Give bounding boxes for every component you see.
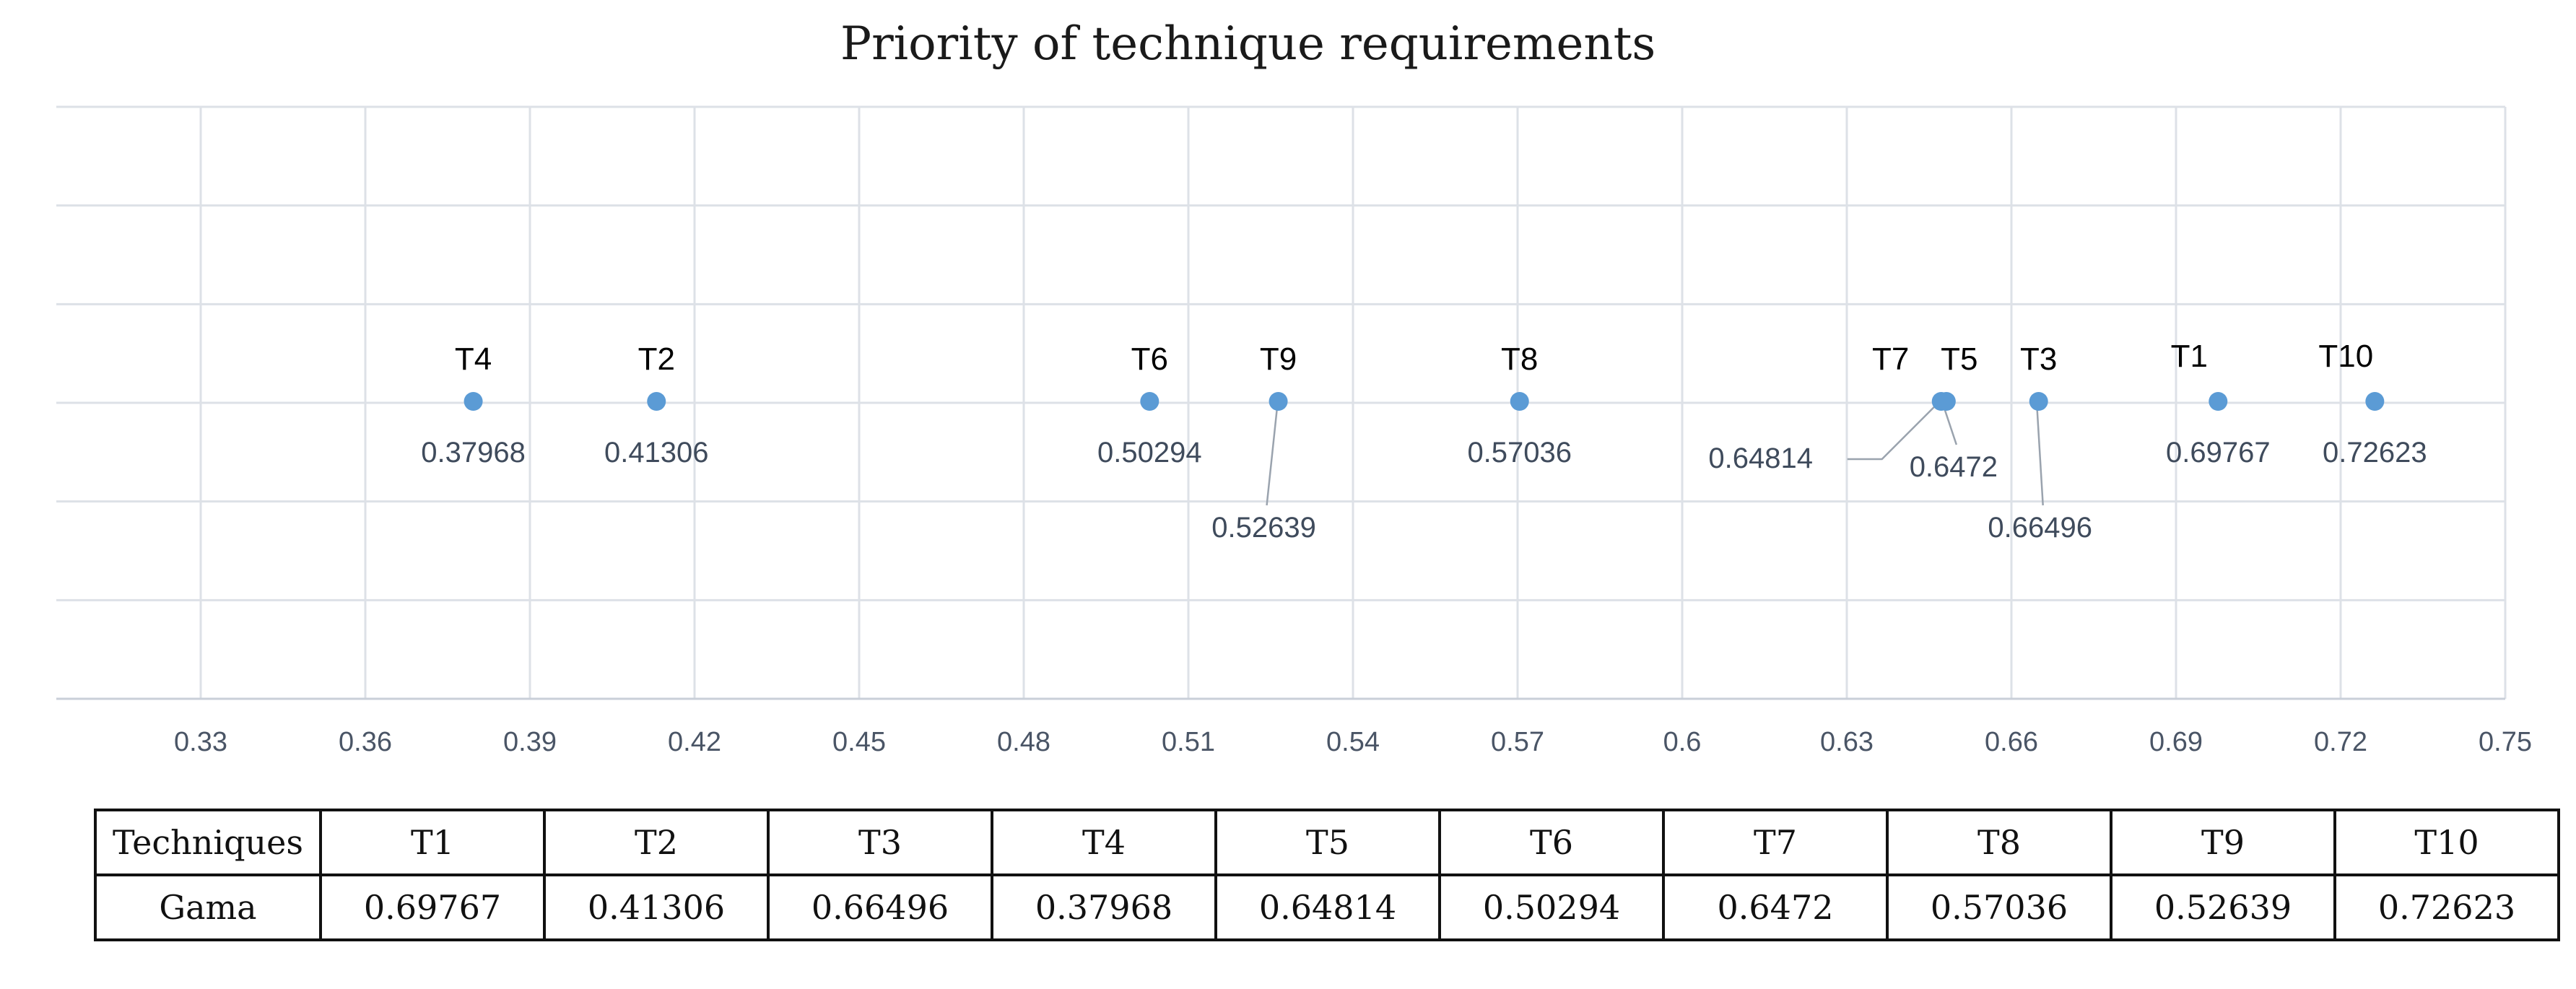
point-names: T4 T2 T6 T9 T8 T7 T5 T3 T1 T10: [455, 339, 2373, 377]
x-tick-label: 0.48: [997, 727, 1050, 757]
x-tick-label: 0.66: [1985, 727, 2038, 757]
x-tick-label: 0.6: [1663, 727, 1702, 757]
table-cell: 0.72623: [2333, 873, 2560, 941]
value-labels: 0.37968 0.41306 0.50294 0.52639 0.57036 0.648…: [421, 437, 2427, 544]
leader-line: [1266, 409, 1278, 506]
x-tick-label: 0.63: [1820, 727, 1874, 757]
data-point-t8: [1510, 392, 1529, 411]
table-cell: T2: [543, 809, 770, 876]
table-cell: 0.50294: [1438, 873, 1665, 941]
data-point-t1: [2209, 392, 2228, 411]
x-tick-label: 0.72: [2314, 727, 2367, 757]
x-tick-label: 0.75: [2479, 727, 2532, 757]
data-value-label: 0.37968: [421, 437, 526, 469]
leader-line: [1944, 409, 1958, 445]
x-axis-ticks: 0.33 0.36 0.39 0.42 0.45 0.48 0.51 0.54 0.57 0.6 0…: [174, 727, 2532, 757]
point-name-label: T8: [1501, 341, 1538, 377]
table-cell: 0.37968: [991, 873, 1217, 941]
table-cell: 0.64814: [1214, 873, 1441, 941]
table-cell: 0.57036: [1886, 873, 2112, 941]
data-table: Techniques T1 T2 T3 T4 T5 T6 T7 T8 T9 T1…: [94, 809, 2560, 941]
scatter-chart: Priority of technique requirements 0.33 0…: [56, 17, 2532, 757]
data-points: [464, 392, 2385, 411]
leader-line: [2036, 409, 2044, 506]
row-header-techniques: Techniques: [94, 809, 322, 876]
x-tick-label: 0.69: [2149, 727, 2203, 757]
table-cell: T10: [2333, 809, 2560, 876]
x-tick-label: 0.33: [174, 727, 227, 757]
x-tick-label: 0.45: [832, 727, 886, 757]
data-point-t10: [2365, 392, 2385, 411]
table-cell: T3: [767, 809, 993, 876]
table-cell: 0.52639: [2110, 873, 2336, 941]
x-tick-label: 0.42: [668, 727, 721, 757]
point-name-label: T4: [455, 341, 492, 377]
data-value-label: 0.6472: [1910, 451, 1998, 483]
table-cell: T8: [1886, 809, 2112, 876]
point-name-label: T3: [2020, 341, 2057, 377]
data-value-label: 0.50294: [1097, 437, 1202, 469]
table-cell: T5: [1214, 809, 1441, 876]
data-value-label: 0.64814: [1708, 443, 1813, 474]
x-tick-label: 0.54: [1326, 727, 1380, 757]
point-name-label: T9: [1260, 341, 1297, 377]
data-point-t4: [464, 392, 483, 411]
data-point-t6: [1140, 392, 1159, 411]
table-cell: T1: [319, 809, 546, 876]
point-name-label: T2: [638, 341, 675, 377]
table-cell: 0.66496: [767, 873, 993, 941]
table-cell: T7: [1662, 809, 1889, 876]
point-name-label: T5: [1941, 341, 1977, 377]
data-value-label: 0.41306: [604, 437, 709, 469]
row-header-gama: Gama: [94, 873, 322, 941]
data-value-label: 0.72623: [2323, 437, 2427, 469]
table-row-techniques: Techniques T1 T2 T3 T4 T5 T6 T7 T8 T9 T1…: [94, 809, 2560, 876]
leader-line: [1847, 405, 1936, 461]
table-cell: 0.69767: [319, 873, 546, 941]
x-tick-label: 0.57: [1491, 727, 1544, 757]
data-value-label: 0.69767: [2166, 437, 2271, 469]
point-name-label: T1: [2171, 339, 2208, 374]
x-tick-label: 0.51: [1162, 727, 1215, 757]
data-point-t5: [1936, 392, 1956, 411]
table-row-gama: Gama 0.69767 0.41306 0.66496 0.37968 0.6…: [94, 873, 2560, 941]
data-value-label: 0.57036: [1467, 437, 1572, 469]
data-point-t3: [2029, 392, 2048, 411]
x-tick-label: 0.39: [503, 727, 557, 757]
table-cell: T4: [991, 809, 1217, 876]
table-cell: 0.6472: [1662, 873, 1889, 941]
table-cell: 0.41306: [543, 873, 770, 941]
table-cell: T9: [2110, 809, 2336, 876]
grid-layer: [56, 105, 2507, 700]
data-value-label: 0.52639: [1211, 512, 1316, 544]
x-tick-label: 0.36: [339, 727, 392, 757]
data-point-t9: [1269, 392, 1288, 411]
chart-title: Priority of technique requirements: [840, 17, 1655, 71]
point-name-label: T7: [1872, 341, 1909, 377]
point-name-label: T6: [1131, 341, 1168, 377]
point-name-label: T10: [2318, 339, 2373, 374]
leader-lines: [1266, 405, 2044, 506]
data-value-label: 0.66496: [1988, 512, 2092, 544]
table-cell: T6: [1438, 809, 1665, 876]
data-point-t2: [647, 392, 666, 411]
